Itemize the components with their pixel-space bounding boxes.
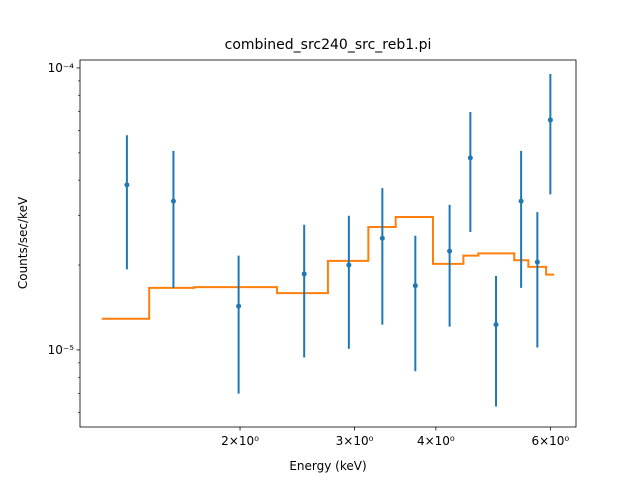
data-point [124,182,130,188]
x-tick-label: 6×10⁰ [531,434,569,448]
data-point [170,198,176,204]
y-tick-label: 10⁻⁵ [48,343,75,357]
data-point [236,303,242,309]
y-axis-label: Counts/sec/keV [16,196,30,289]
data-point [412,283,418,289]
data-point [467,155,473,161]
data-point [518,198,524,204]
x-tick-label: 2×10⁰ [221,434,259,448]
x-tick-label: 3×10⁰ [336,434,374,448]
plot-frame [79,59,577,428]
chart-title: combined_src240_src_reb1.pi [225,37,432,53]
x-tick-label: 4×10⁰ [417,434,455,448]
x-axis-label: Energy (keV) [289,459,366,473]
data-point [379,235,385,241]
data-point [534,259,540,265]
data-point [447,248,453,254]
data-point [346,262,352,268]
data-point [547,117,553,123]
y-tick-label: 10⁻⁴ [48,61,75,75]
data-point [301,271,307,277]
data-point [493,322,499,328]
